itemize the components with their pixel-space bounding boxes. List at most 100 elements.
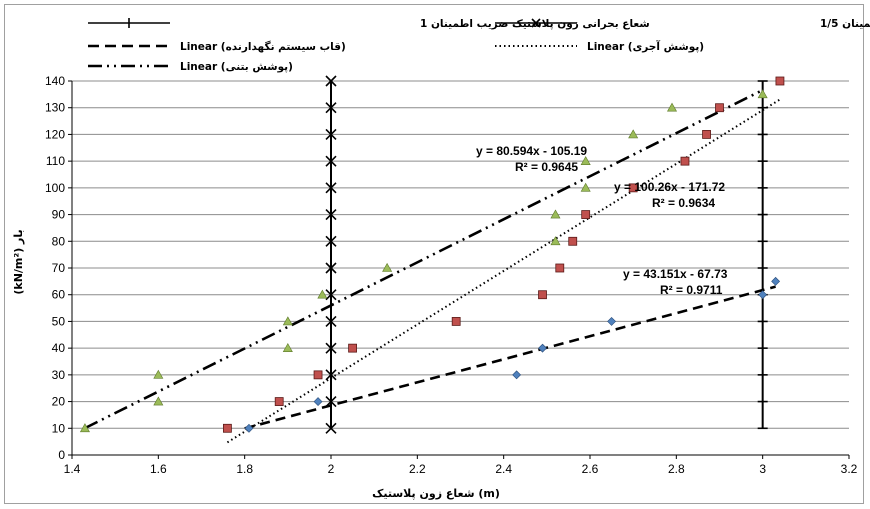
- critical-lines: [325, 75, 768, 434]
- point-brick: [274, 397, 284, 406]
- trendlines: [84, 88, 781, 444]
- equation-brick: y = 100.26x - 171.72: [614, 180, 725, 194]
- legend-label-concrete: Linear (پوشش بتنی): [180, 61, 293, 73]
- point-concrete: [282, 343, 293, 352]
- point-brick: [628, 183, 638, 193]
- critical-marker-x: [325, 315, 337, 327]
- y-tick-label: 70: [52, 261, 66, 275]
- x-tick-label: 1.8: [236, 462, 253, 476]
- point-concrete: [282, 316, 293, 326]
- x-axis-title: (m) شعاع زون پلاستیک: [372, 487, 500, 500]
- critical-marker-x: [325, 289, 337, 301]
- point-frame: [313, 397, 323, 406]
- x-tick-label: 1.6: [150, 462, 167, 476]
- point-concrete: [153, 369, 164, 379]
- y-tick-label: 80: [52, 234, 66, 248]
- x-tick-label: 3: [759, 462, 766, 476]
- legend-item-sf1: شعاع بحرانی زون پلاستیک ضریب اطمینان 1: [88, 18, 650, 30]
- critical-marker-x: [325, 209, 337, 221]
- critical-marker-x: [325, 369, 337, 381]
- data-points: [79, 76, 785, 433]
- legend-item-concrete: Linear (پوشش بتنی): [88, 61, 293, 73]
- y-tick-label: 130: [45, 101, 65, 115]
- axes: 0 10 20 30 40 50 60 70 80 90 100 110 120 130 140 1.4 1.6…: [45, 74, 858, 476]
- critical-marker-x: [325, 155, 337, 167]
- point-brick: [775, 76, 785, 86]
- x-tick-label: 2.8: [668, 462, 685, 476]
- y-axis-title: بار (kN/m²): [12, 229, 25, 294]
- point-concrete: [580, 182, 591, 192]
- x-tick-label: 2.2: [409, 462, 426, 476]
- x-tick-label: 1.4: [64, 462, 81, 476]
- point-brick: [348, 343, 357, 353]
- y-tick-label: 110: [46, 154, 65, 168]
- legend-label-frame: Linear (قاب سیستم نگهدارنده): [180, 40, 346, 53]
- trendline-concrete: [84, 88, 764, 430]
- y-tick-label: 60: [52, 288, 66, 302]
- trendline-brick: [226, 98, 781, 444]
- x-tick-label: 2: [328, 462, 335, 476]
- point-frame: [758, 290, 768, 300]
- legend: شعاع بحرانی زون پلاستیک ضریب اطمینان 1 ش…: [88, 18, 870, 73]
- point-frame: [512, 370, 522, 380]
- x-tick-label: 2.6: [582, 462, 599, 476]
- y-tick-label: 0: [58, 448, 65, 462]
- point-brick: [313, 370, 323, 380]
- point-brick: [581, 210, 591, 219]
- x-tick-label: 3.2: [841, 462, 858, 476]
- point-concrete: [580, 156, 591, 165]
- critical-marker-x: [325, 75, 337, 87]
- point-concrete: [382, 262, 393, 272]
- critical-marker-x: [325, 396, 337, 408]
- point-concrete: [153, 396, 164, 406]
- y-tick-label: 10: [52, 421, 66, 435]
- point-frame: [538, 343, 547, 353]
- r-squared-concrete: R² = 0.9645: [515, 160, 578, 174]
- legend-label-brick: Linear (پوشش آجری): [587, 40, 704, 53]
- point-brick: [222, 423, 232, 433]
- point-concrete: [757, 89, 768, 99]
- y-tick-label: 40: [52, 341, 66, 355]
- gridlines: [72, 80, 849, 429]
- critical-marker-x: [325, 128, 337, 140]
- critical-marker-x: [325, 102, 337, 114]
- critical-marker-x: [325, 182, 337, 194]
- point-concrete: [667, 102, 678, 112]
- legend-item-sf15: شعاع بحرانی زون پلاستیک ضریب اطمینان 1/5: [495, 18, 870, 30]
- point-brick: [715, 103, 724, 113]
- point-brick: [555, 263, 565, 273]
- point-concrete: [317, 289, 328, 299]
- critical-marker-x: [325, 235, 337, 247]
- point-concrete: [550, 209, 561, 219]
- point-brick: [702, 130, 711, 139]
- r-squared-brick: R² = 0.9634: [652, 196, 715, 210]
- point-concrete: [79, 423, 90, 433]
- point-brick: [680, 156, 690, 166]
- point-brick: [538, 290, 547, 300]
- y-tick-label: 140: [45, 74, 65, 88]
- y-tick-label: 30: [52, 368, 66, 382]
- y-tick-label: 100: [45, 181, 65, 195]
- equation-concrete: y = 80.594x - 105.19: [476, 144, 587, 158]
- critical-marker-x: [325, 342, 337, 354]
- y-tick-label: 90: [52, 208, 66, 222]
- r-squared-frame: R² = 0.9711: [660, 283, 723, 297]
- point-brick: [451, 317, 461, 326]
- equation-frame: y = 43.151x - 67.73: [623, 267, 728, 281]
- critical-marker-x: [325, 422, 337, 434]
- critical-marker-x: [325, 262, 337, 274]
- point-concrete: [550, 236, 561, 246]
- x-tick-label: 2.4: [495, 462, 512, 476]
- legend-label-sf15: شعاع بحرانی زون پلاستیک ضریب اطمینان 1/5: [820, 18, 870, 30]
- y-tick-label: 120: [45, 127, 65, 141]
- point-frame: [607, 317, 617, 326]
- legend-item-brick: Linear (پوشش آجری): [495, 40, 704, 53]
- point-concrete: [628, 129, 639, 139]
- y-tick-label: 50: [52, 314, 66, 328]
- trendline-frame: [244, 285, 776, 430]
- legend-item-frame: Linear (قاب سیستم نگهدارنده): [88, 40, 346, 53]
- point-brick: [568, 236, 578, 246]
- point-frame: [244, 423, 254, 433]
- point-frame: [771, 276, 781, 286]
